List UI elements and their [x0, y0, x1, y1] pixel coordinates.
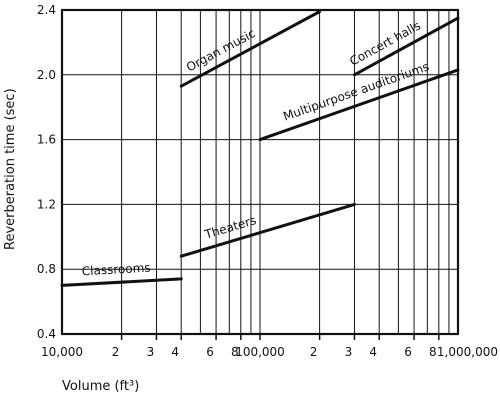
x-tick-label: 2 [112, 345, 120, 359]
y-tick-label: 0.8 [37, 262, 56, 276]
series-label: Theaters [202, 213, 258, 242]
x-tick-label: 3 [147, 345, 155, 359]
series-label: Classrooms [81, 261, 151, 279]
series-line [60, 277, 183, 287]
x-tick-label: 1,000,000 [437, 345, 498, 359]
x-tick-label: 100,000 [235, 345, 285, 359]
x-tick-label: 8 [429, 345, 437, 359]
y-tick-label: 0.4 [37, 327, 56, 341]
x-tick-label: 6 [404, 345, 412, 359]
x-tick-label: 4 [171, 345, 179, 359]
x-axis-title: Volume (ft³) [62, 379, 139, 394]
x-tick-label: 10,000 [41, 345, 83, 359]
grid [62, 9, 458, 335]
series-line [258, 68, 460, 142]
y-tick-label: 1.2 [37, 197, 56, 211]
x-tick-label: 3 [345, 345, 353, 359]
series-line [352, 16, 460, 77]
series-line [179, 10, 322, 88]
y-tick-label: 2.4 [37, 3, 56, 17]
series-lines [60, 10, 460, 287]
x-tick-label: 2 [310, 345, 318, 359]
series-label: Multipurpose auditoriums [281, 59, 431, 123]
x-tick-label: 4 [369, 345, 377, 359]
y-tick-label: 1.6 [37, 133, 56, 147]
y-axis-title: Reverberation time (sec) [3, 88, 18, 250]
x-tick-label: 6 [206, 345, 214, 359]
y-axis-ticks: 0.4 0.8 1.2 1.6 2.0 2.4 [37, 3, 56, 341]
x-tick-label: 8 [231, 345, 239, 359]
y-tick-label: 2.0 [37, 68, 56, 82]
series-line [179, 202, 356, 258]
